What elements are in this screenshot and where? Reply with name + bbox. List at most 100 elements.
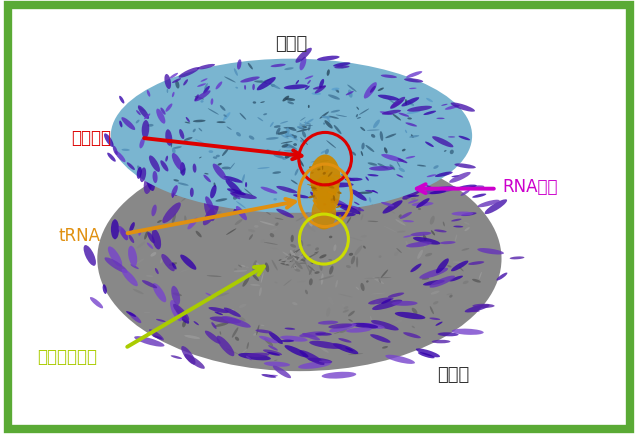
Ellipse shape [119,121,122,127]
Ellipse shape [392,194,399,197]
Ellipse shape [347,85,357,92]
Ellipse shape [298,253,303,254]
Ellipse shape [283,145,294,148]
Ellipse shape [310,215,313,217]
Ellipse shape [397,158,408,163]
Ellipse shape [325,149,329,155]
Ellipse shape [396,219,406,226]
Ellipse shape [431,230,435,235]
Text: 小亚基: 小亚基 [276,35,308,53]
Ellipse shape [416,198,429,208]
Ellipse shape [176,309,189,324]
Ellipse shape [371,293,385,294]
Ellipse shape [333,343,359,354]
Ellipse shape [318,321,338,325]
Ellipse shape [236,201,246,208]
Ellipse shape [295,48,312,63]
Ellipse shape [299,158,304,167]
Ellipse shape [436,118,445,119]
Ellipse shape [270,233,274,237]
Ellipse shape [275,223,279,226]
Ellipse shape [383,200,403,214]
Ellipse shape [378,279,381,283]
Ellipse shape [293,256,306,262]
Ellipse shape [265,184,273,189]
Ellipse shape [364,197,373,205]
Ellipse shape [250,284,260,286]
Ellipse shape [313,175,340,213]
Ellipse shape [348,353,363,355]
Ellipse shape [172,148,175,154]
Ellipse shape [221,167,231,169]
Ellipse shape [214,293,229,297]
Ellipse shape [248,205,251,208]
Ellipse shape [197,83,206,87]
Ellipse shape [424,238,428,248]
Ellipse shape [284,150,295,151]
Ellipse shape [321,273,323,285]
Ellipse shape [370,316,373,323]
Ellipse shape [452,175,459,177]
Ellipse shape [165,74,171,89]
Ellipse shape [382,346,388,349]
Ellipse shape [454,163,476,168]
Ellipse shape [328,185,334,189]
Ellipse shape [392,301,417,306]
Ellipse shape [293,194,309,198]
Ellipse shape [369,190,380,195]
Ellipse shape [369,147,378,161]
Ellipse shape [330,178,345,184]
Ellipse shape [211,322,217,329]
Ellipse shape [165,156,168,161]
Ellipse shape [308,217,313,227]
Ellipse shape [366,280,369,283]
Ellipse shape [390,97,405,109]
Ellipse shape [230,309,234,312]
Ellipse shape [280,263,290,266]
Ellipse shape [204,174,211,182]
Ellipse shape [364,278,378,279]
Ellipse shape [274,218,283,220]
Ellipse shape [225,179,241,194]
Ellipse shape [464,222,470,225]
Ellipse shape [138,107,145,112]
Ellipse shape [242,277,249,287]
Ellipse shape [210,316,241,323]
Ellipse shape [232,327,239,338]
Ellipse shape [346,217,351,224]
Ellipse shape [172,192,175,198]
Ellipse shape [207,276,221,277]
Ellipse shape [367,174,378,176]
Ellipse shape [322,209,325,213]
Ellipse shape [366,177,369,181]
Ellipse shape [172,263,177,270]
Ellipse shape [320,112,329,119]
Ellipse shape [210,185,216,198]
Ellipse shape [299,350,325,365]
Ellipse shape [333,62,350,67]
Ellipse shape [265,266,269,268]
Ellipse shape [350,195,354,199]
Ellipse shape [261,151,268,158]
Ellipse shape [371,134,375,138]
Ellipse shape [227,188,246,195]
Ellipse shape [273,198,277,201]
Ellipse shape [348,89,353,98]
Ellipse shape [211,98,213,105]
Ellipse shape [315,85,326,94]
Ellipse shape [315,332,332,335]
Ellipse shape [274,149,281,156]
Ellipse shape [214,322,228,327]
Ellipse shape [321,116,331,118]
Ellipse shape [149,155,160,172]
Ellipse shape [205,293,212,296]
Ellipse shape [130,222,135,232]
Ellipse shape [416,172,440,179]
Ellipse shape [299,332,326,337]
Ellipse shape [308,358,332,363]
Ellipse shape [302,333,320,340]
Ellipse shape [232,148,235,149]
Ellipse shape [213,156,217,159]
Ellipse shape [376,196,381,199]
Ellipse shape [172,78,181,83]
